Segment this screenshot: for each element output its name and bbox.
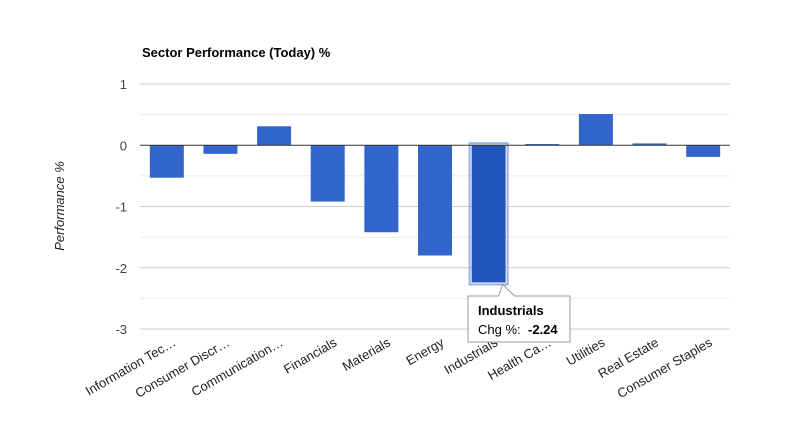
y-tick-label: 0 [120,138,127,153]
chart-title: Sector Performance (Today) % [142,45,331,60]
tooltip: Industrials Chg %: -2.24 [467,283,571,343]
x-tick-label: Communication… [189,335,286,400]
tooltip-category: Industrials [478,303,544,318]
bar[interactable] [686,145,721,157]
y-tick-label: -3 [115,322,127,337]
bar[interactable] [632,143,667,146]
tooltip-box [467,283,571,343]
x-tick-label: Financials [281,334,340,377]
bar-highlight [468,142,509,286]
bar[interactable] [149,145,184,178]
bar[interactable] [364,145,399,233]
x-tick-label: Information Tec… [83,335,179,399]
y-axis-ticks: 1 0 -1 -2 -3 [115,77,127,337]
bar[interactable] [257,126,292,146]
bar[interactable] [471,145,506,283]
bars [149,114,721,286]
tooltip-value: -2.24 [528,322,558,337]
tooltip-label: Chg %: [478,322,521,337]
x-tick-label: Consumer Discr… [132,335,231,401]
bar[interactable] [418,145,452,256]
bar[interactable] [578,114,613,146]
x-tick-label: Consumer Staples [615,334,716,401]
x-tick-label: Materials [340,334,394,374]
bar[interactable] [310,145,345,202]
x-axis-ticks: Information Tec…Consumer Discr…Communica… [83,334,715,401]
y-axis-label: Performance % [52,161,67,251]
y-tick-label: -1 [115,200,127,215]
bar[interactable] [203,145,238,154]
y-tick-label: -2 [115,261,127,276]
x-tick-label: Energy [403,334,447,368]
y-tick-label: 1 [120,77,127,92]
